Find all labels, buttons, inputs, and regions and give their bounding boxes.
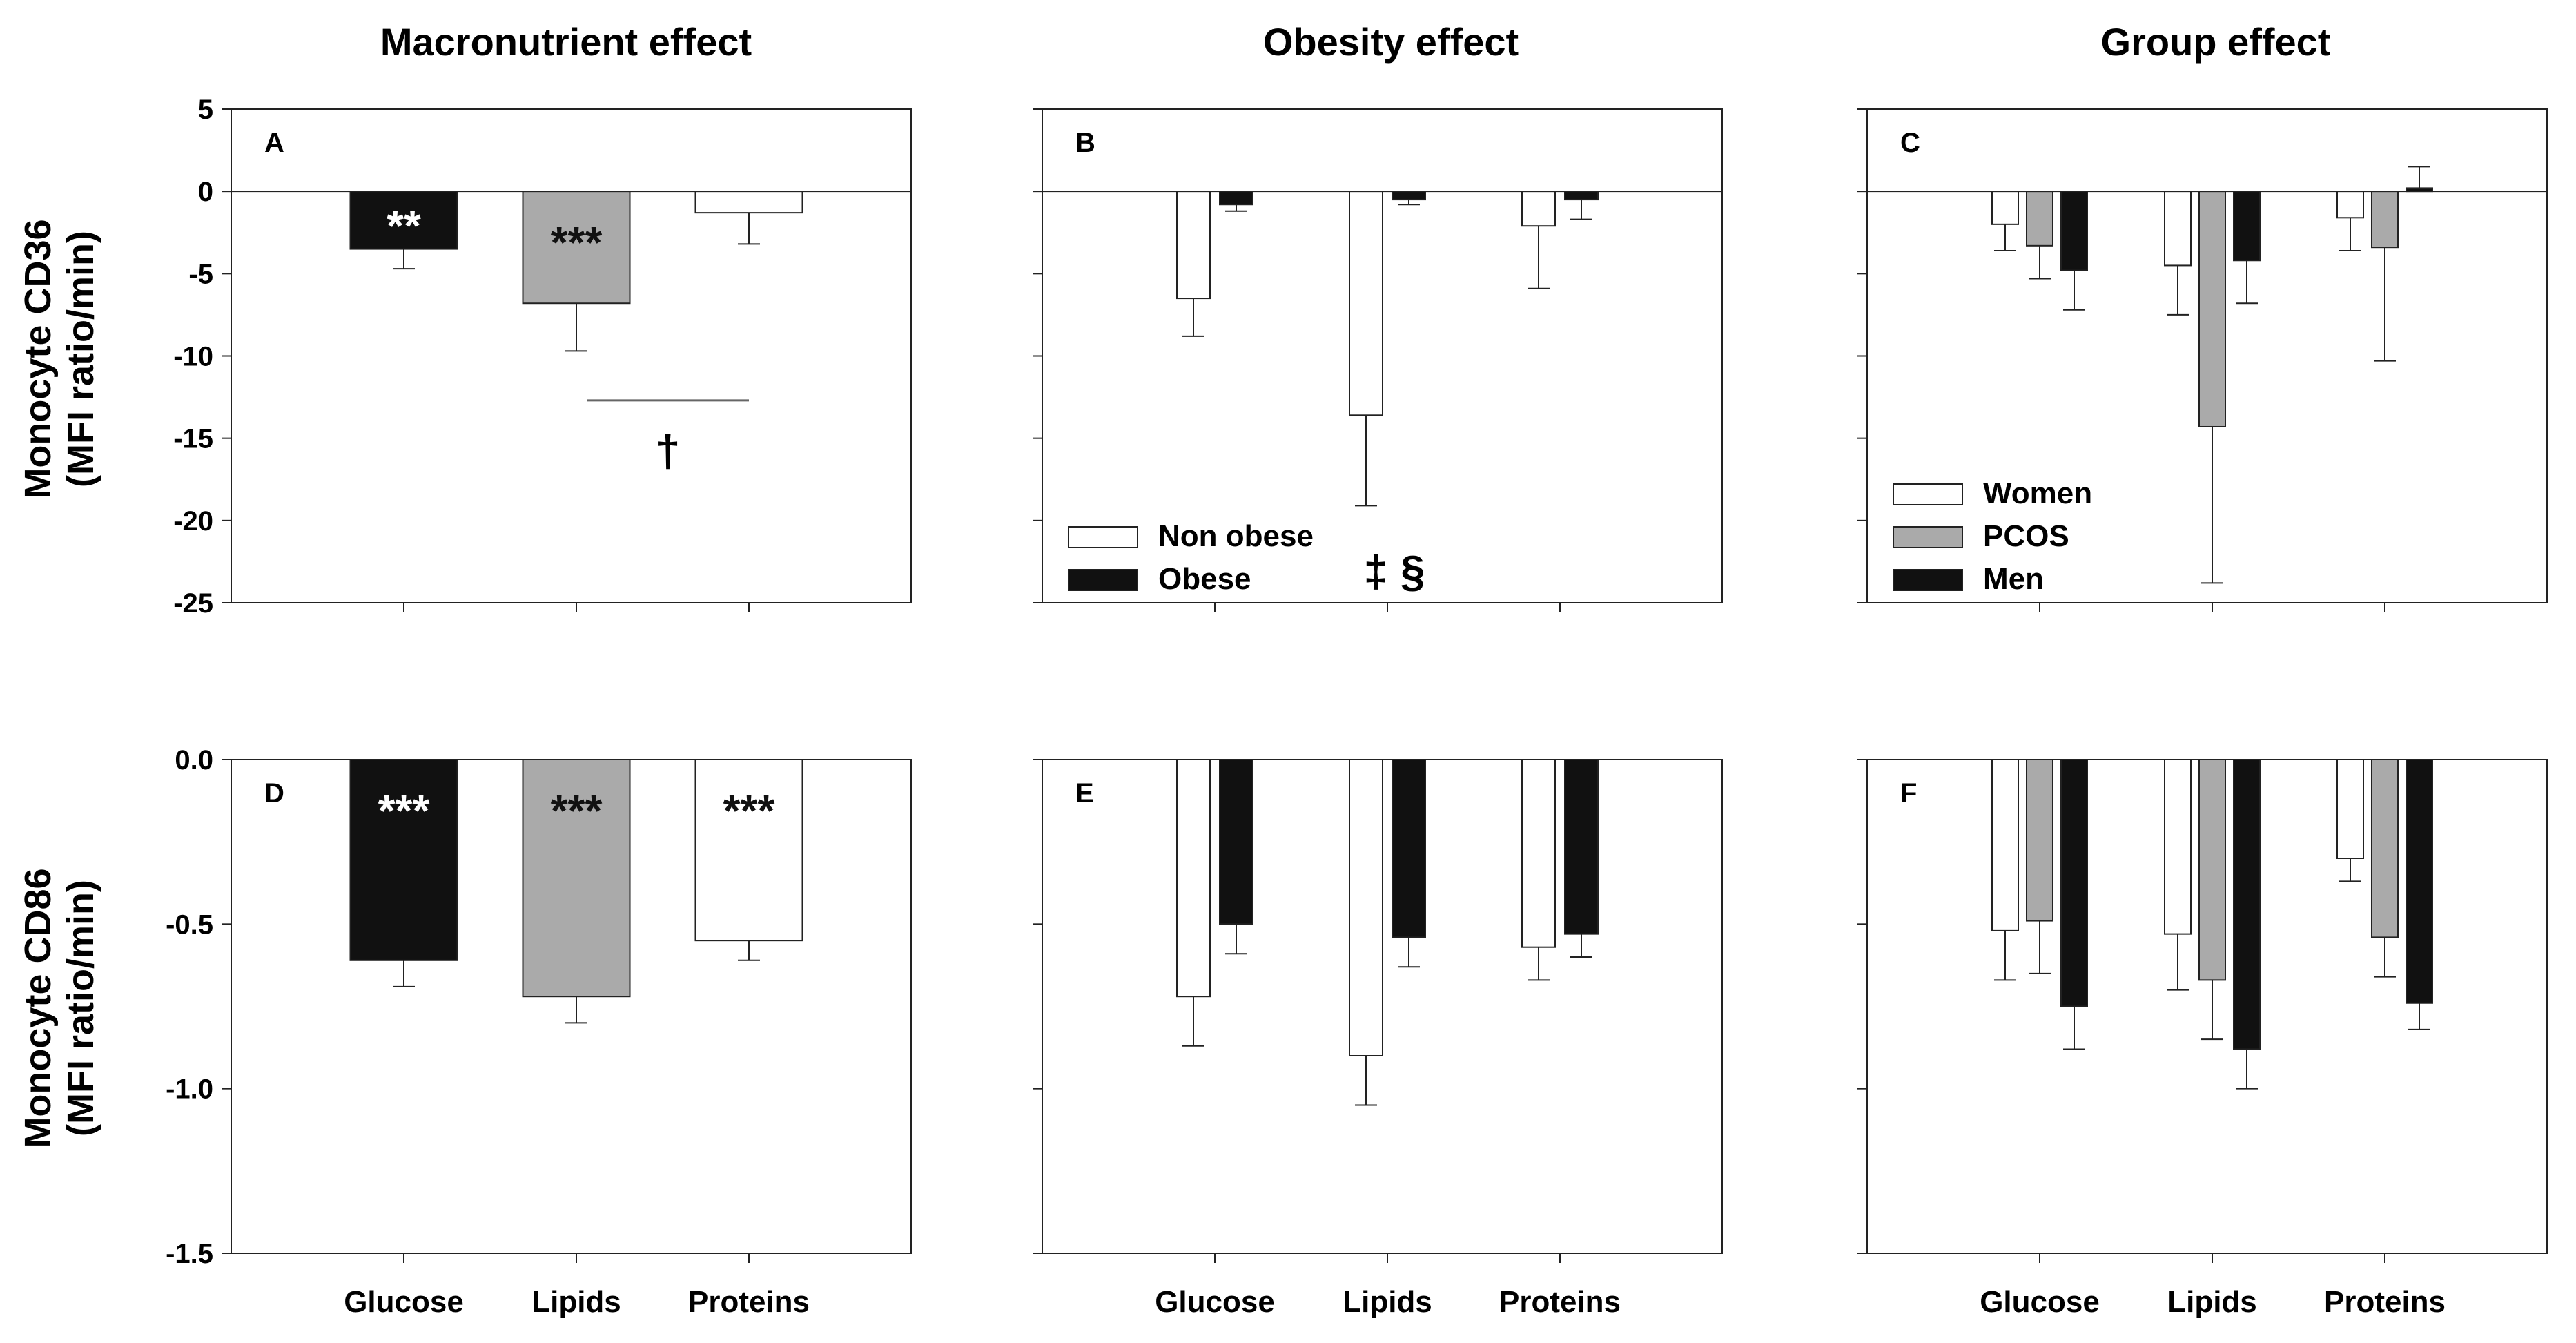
panel-c-legend-label: Women xyxy=(1983,476,2092,510)
panel-c-bar xyxy=(2336,191,2364,219)
panel-c-bar xyxy=(2060,191,2088,271)
panel-b-bar xyxy=(1349,191,1383,416)
panel-a: 50-5-10-15-20-25A** ***† xyxy=(173,95,912,619)
panel-a-significance: ** xyxy=(387,201,421,251)
panel-e-category-label: Proteins xyxy=(1499,1285,1621,1319)
panel-d-ytick-label: 0.0 xyxy=(175,745,213,775)
panel-b-legend-label: Non obese xyxy=(1158,519,1314,553)
panel-b-legend-swatch xyxy=(1068,569,1138,591)
panel-e-letter: E xyxy=(1075,778,1094,809)
panel-f-bar xyxy=(2371,759,2399,938)
panel-b-bar xyxy=(1564,191,1599,201)
panel-d-significance: *** xyxy=(551,786,603,835)
panel-d-category-label: Proteins xyxy=(688,1285,810,1319)
panel-d-letter: D xyxy=(264,778,284,809)
panel-b-legend-label: Obese xyxy=(1158,562,1251,596)
panel-e-category-label: Lipids xyxy=(1343,1285,1432,1319)
panel-e-bar xyxy=(1176,759,1211,998)
column-title-obesity: Obesity effect xyxy=(1263,20,1519,64)
ylabel-row2-line2: (MFI ratio/min) xyxy=(60,880,101,1137)
panel-a-bar xyxy=(522,191,631,305)
panel-c-bar xyxy=(2026,191,2053,247)
panel-a-ytick-label: -5 xyxy=(188,259,213,289)
panel-e-category-label: Glucose xyxy=(1155,1285,1275,1319)
panel-a-bar xyxy=(349,191,458,250)
panel-f-bar xyxy=(2406,759,2433,1004)
panel-d-ytick-label: -0.5 xyxy=(166,909,213,940)
panel-f-bar xyxy=(2164,759,2192,935)
panel-f-bar xyxy=(2198,759,2226,981)
panel-e-bar xyxy=(1219,759,1253,925)
panel-b-annotation: ‡ § xyxy=(1364,546,1425,596)
panel-b-bar xyxy=(1392,191,1426,201)
panel-a-ytick-label: -20 xyxy=(173,506,213,537)
panel-a-bar xyxy=(694,191,803,214)
panel-e-bar xyxy=(1564,759,1599,935)
panel-f-letter: F xyxy=(1900,778,1917,809)
panel-d-ytick-label: -1.5 xyxy=(166,1239,213,1269)
panel-f-bar xyxy=(1991,759,2019,931)
panel-c: C Women PCOS Men xyxy=(1857,108,2548,612)
ylabel-row2-line1: Monocyte CD86 xyxy=(17,868,59,1148)
panel-a-ytick-label: -15 xyxy=(173,424,213,454)
panel-c-legend-swatch xyxy=(1893,483,1963,505)
panel-e-bar xyxy=(1349,759,1383,1056)
panel-d: 0.0 -0.5 -1.0 -1.5 D Glucose Lipids Proteins ***… xyxy=(166,745,912,1319)
panel-c-bar xyxy=(2233,191,2261,262)
ylabel-row1-line1: Monocyte CD36 xyxy=(17,219,59,499)
ylabel-row2: Monocyte CD86 (MFI ratio/min) xyxy=(17,868,101,1148)
panel-b-bar xyxy=(1521,191,1556,227)
panel-a-ytick-label: -10 xyxy=(173,342,213,372)
panel-f-bar xyxy=(2233,759,2261,1050)
panel-d-bar xyxy=(522,759,631,998)
panel-d-bar xyxy=(349,759,458,961)
panel-c-bar xyxy=(2406,187,2433,193)
panel-f-bar xyxy=(2026,759,2053,922)
panel-f-category-label: Glucose xyxy=(1980,1285,2100,1319)
panel-c-bar xyxy=(2198,191,2226,427)
panel-c-letter: C xyxy=(1900,128,1920,158)
panel-e-bar xyxy=(1392,759,1426,938)
panel-b-bar xyxy=(1176,191,1211,300)
ylabel-row1-line2: (MFI ratio/min) xyxy=(60,231,101,487)
panel-b-legend-swatch xyxy=(1068,526,1138,548)
panel-d-ytick-label: -1.0 xyxy=(166,1074,213,1105)
panel-e-bar xyxy=(1521,759,1556,948)
panel-f-bar xyxy=(2060,759,2088,1007)
panel-a-ytick-label: 0 xyxy=(198,177,213,207)
panel-c-bar xyxy=(1991,191,2019,225)
panel-c-bar xyxy=(2164,191,2192,267)
column-title-macronutrient: Macronutrient effect xyxy=(380,20,752,64)
panel-a-significance: *** xyxy=(551,218,603,267)
panel-f-category-label: Proteins xyxy=(2324,1285,2446,1319)
panel-a-letter: A xyxy=(264,128,284,158)
panel-d-bar xyxy=(694,759,803,942)
panel-c-legend-label: PCOS xyxy=(1983,519,2069,553)
panel-a-ytick-label: -25 xyxy=(173,588,213,619)
panel-a-bracket-symbol: † xyxy=(656,426,681,476)
panel-a-ytick-label: 5 xyxy=(198,95,213,125)
panel-d-category-label: Lipids xyxy=(531,1285,621,1319)
panel-b: B Non obese Obese ‡ § xyxy=(1033,108,1723,612)
panel-e: E Glucose Lipids Proteins xyxy=(1033,759,1723,1319)
column-title-group: Group effect xyxy=(2101,20,2331,64)
panel-b-bar xyxy=(1219,191,1253,206)
panel-d-significance: *** xyxy=(378,786,430,835)
panel-f-category-label: Lipids xyxy=(2167,1285,2257,1319)
panel-c-bar xyxy=(2371,191,2399,249)
panel-d-significance: *** xyxy=(723,786,775,835)
panel-f: F Glucose Lipids Proteins xyxy=(1857,759,2548,1319)
panel-f-bar xyxy=(2336,759,2364,859)
panel-c-legend-swatch xyxy=(1893,526,1963,548)
panel-b-letter: B xyxy=(1075,128,1095,158)
panel-d-category-label: Glucose xyxy=(344,1285,464,1319)
panel-a-frame xyxy=(231,108,912,603)
panel-c-legend-label: Men xyxy=(1983,562,2044,596)
ylabel-row1: Monocyte CD36 (MFI ratio/min) xyxy=(17,219,101,499)
panel-c-legend-swatch xyxy=(1893,569,1963,591)
